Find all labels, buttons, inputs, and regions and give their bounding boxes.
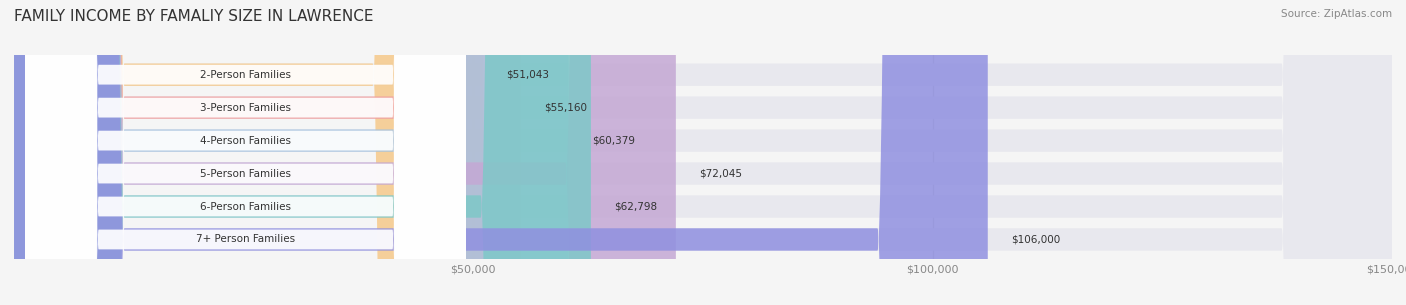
Text: FAMILY INCOME BY FAMALIY SIZE IN LAWRENCE: FAMILY INCOME BY FAMALIY SIZE IN LAWRENC… xyxy=(14,9,374,24)
FancyBboxPatch shape xyxy=(25,0,465,305)
FancyBboxPatch shape xyxy=(14,0,1392,305)
FancyBboxPatch shape xyxy=(25,0,465,305)
Text: 6-Person Families: 6-Person Families xyxy=(200,202,291,211)
FancyBboxPatch shape xyxy=(14,0,520,305)
FancyBboxPatch shape xyxy=(14,0,1392,305)
FancyBboxPatch shape xyxy=(14,0,568,305)
FancyBboxPatch shape xyxy=(14,0,1392,305)
Text: $55,160: $55,160 xyxy=(544,103,586,113)
Text: $106,000: $106,000 xyxy=(1011,235,1060,245)
FancyBboxPatch shape xyxy=(14,0,482,305)
Text: $60,379: $60,379 xyxy=(592,136,634,145)
FancyBboxPatch shape xyxy=(14,0,988,305)
Text: 5-Person Families: 5-Person Families xyxy=(200,169,291,178)
Text: $62,798: $62,798 xyxy=(614,202,657,211)
Text: 3-Person Families: 3-Person Families xyxy=(200,103,291,113)
Text: $72,045: $72,045 xyxy=(699,169,742,178)
FancyBboxPatch shape xyxy=(25,0,465,305)
FancyBboxPatch shape xyxy=(14,0,1392,305)
FancyBboxPatch shape xyxy=(14,0,1392,305)
Text: Source: ZipAtlas.com: Source: ZipAtlas.com xyxy=(1281,9,1392,19)
Text: $51,043: $51,043 xyxy=(506,70,548,80)
Text: 4-Person Families: 4-Person Families xyxy=(200,136,291,145)
FancyBboxPatch shape xyxy=(14,0,676,305)
FancyBboxPatch shape xyxy=(25,0,465,305)
Text: 7+ Person Families: 7+ Person Families xyxy=(195,235,295,245)
FancyBboxPatch shape xyxy=(25,0,465,305)
FancyBboxPatch shape xyxy=(14,0,591,305)
Text: 2-Person Families: 2-Person Families xyxy=(200,70,291,80)
FancyBboxPatch shape xyxy=(14,0,1392,305)
FancyBboxPatch shape xyxy=(25,0,465,305)
